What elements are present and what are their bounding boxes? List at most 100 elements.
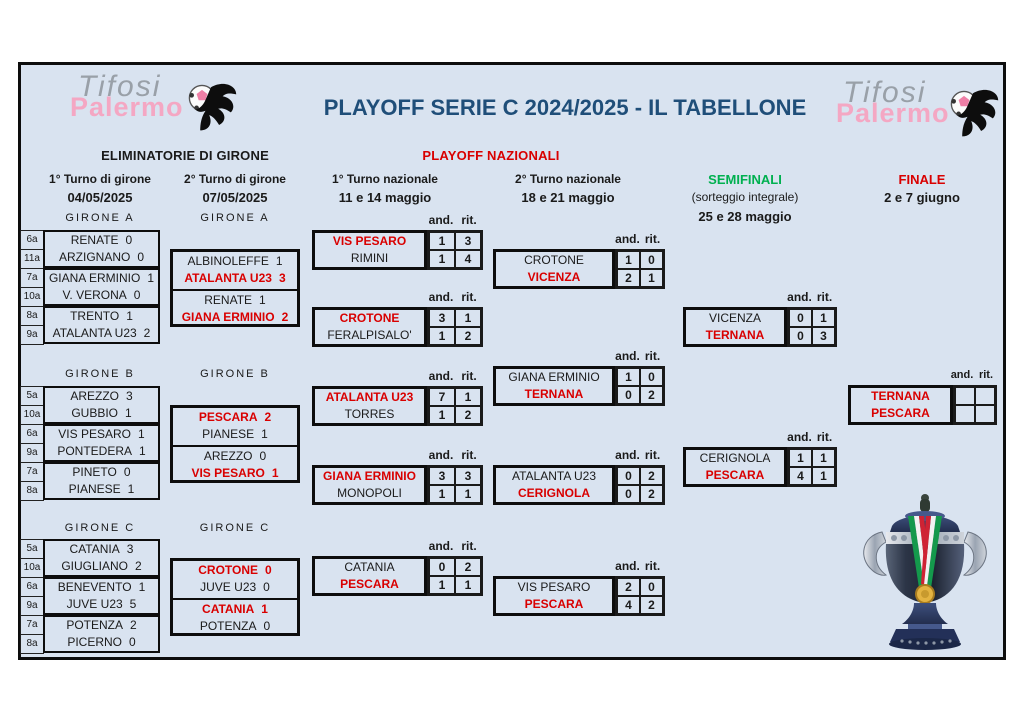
seed-label: 7a	[20, 615, 44, 635]
score-cell: 1	[429, 485, 455, 503]
team-row: GUBBIO 1	[45, 405, 158, 422]
score-cell: 1	[455, 388, 481, 406]
team-score: 0	[125, 233, 133, 247]
seed-label: 11a	[20, 249, 44, 269]
seed-label: 10a	[20, 558, 44, 578]
team-row: TERNANA	[524, 387, 584, 401]
team-score: 0	[129, 635, 136, 649]
team-row: GIANA ERMINIO	[323, 469, 416, 483]
andata-label: and.	[615, 448, 640, 462]
girone-a-turn1-match-1: RENATE 0 ARZIGNANO 0	[43, 230, 160, 268]
girone-a-turn1-match-3: TRENTO 1 ATALANTA U23 2	[43, 306, 160, 344]
team-name: RENATE	[204, 293, 253, 307]
score-cols-header: and. rit.	[427, 448, 483, 462]
score-cols-header: and. rit.	[427, 539, 483, 553]
team-name: PONTEDERA	[57, 444, 132, 458]
score-cell: 3	[455, 467, 481, 485]
score-cell: 1	[455, 309, 481, 327]
andata-label: and.	[428, 369, 454, 383]
team-score: 5	[129, 597, 137, 611]
score-cols-header: and. rit.	[427, 213, 483, 227]
seed-label: 8a	[20, 634, 44, 654]
team-score: 1	[259, 293, 266, 307]
ritorno-label: rit.	[461, 369, 477, 383]
team-row: ALBINOLEFFE 1	[173, 253, 297, 270]
team-name: VIS PESARO	[58, 427, 131, 441]
team-score: 3	[126, 542, 134, 556]
score-cell: 2	[640, 467, 663, 485]
team-name: PESCARA	[198, 410, 258, 424]
score-cell: 0	[617, 386, 640, 404]
naz1-match-2: CROTONE FERALPISALO'	[312, 307, 427, 347]
team-name: JUVE U23	[66, 597, 123, 611]
team-score: 1	[139, 444, 146, 458]
girone-c-label-turn1: GIRONE C	[64, 522, 136, 534]
col-header-turno2-girone: 2° Turno di girone	[184, 172, 286, 186]
team-name: V. VERONA	[62, 288, 127, 302]
team-score: 3	[125, 389, 133, 403]
seed-label: 5a	[20, 386, 44, 406]
score-cell: 1	[640, 269, 663, 287]
team-row: V. VERONA 0	[45, 287, 158, 304]
team-row: JUVE U23 5	[45, 596, 158, 613]
team-name: AREZZO	[70, 389, 119, 403]
girone-c-label-turn2: GIRONE C	[199, 522, 271, 534]
team-name: CATANIA	[69, 542, 120, 556]
team-name: CATANIA	[202, 602, 255, 616]
score-cols-header: and. rit.	[615, 232, 665, 246]
team-name: ATALANTA U23	[52, 326, 137, 340]
team-score: 2	[135, 559, 142, 573]
team-row: PONTEDERA 1	[45, 443, 158, 460]
col-date-semifinali: 25 e 28 maggio	[698, 209, 792, 224]
col-date-turno1-nazionale: 11 e 14 maggio	[338, 190, 432, 205]
col-date-turno2-girone: 07/05/2025	[202, 190, 268, 205]
girone-a-label-turn1: GIRONE A	[65, 212, 135, 224]
team-row: AREZZO 0	[173, 448, 297, 465]
team-score: 1	[275, 254, 283, 268]
andata-label: and.	[428, 290, 454, 304]
col-date-turno2-nazionale: 18 e 21 maggio	[521, 190, 615, 205]
seed-label: 6a	[20, 424, 44, 444]
team-row: JUVE U23 0	[173, 579, 297, 596]
girone-c-turn2-match-2: CATANIA 1 POTENZA 0	[173, 600, 297, 635]
team-row: VICENZA	[708, 311, 761, 325]
girone-c-turn1-match-1: CATANIA 3 GIUGLIANO 2	[43, 539, 160, 577]
trophy-image	[856, 492, 994, 656]
girone-b-label-turn1: GIRONE B	[65, 368, 135, 380]
team-score: 0	[133, 288, 141, 302]
naz2-match-1: CROTONE VICENZA	[493, 249, 615, 289]
naz1-match-1: VIS PESARO RIMINI	[312, 230, 427, 270]
score-cell	[975, 405, 995, 423]
logo-palermo-text-right: Palermo	[836, 98, 950, 128]
team-row: CATANIA 1	[173, 601, 297, 618]
team-name: PIANESE	[202, 427, 255, 441]
finale-match: TERNANA PESCARA	[848, 385, 953, 425]
team-row: CATANIA	[344, 560, 395, 574]
team-row: ATALANTA U23 3	[173, 270, 297, 287]
semifinale-2: CERIGNOLA PESCARA	[683, 447, 787, 487]
score-cell: 1	[812, 309, 835, 327]
girone-b-label-turn2: GIRONE B	[200, 368, 270, 380]
andata-label: and.	[787, 290, 812, 304]
andata-label: and.	[428, 448, 454, 462]
team-row: TERNANA	[871, 389, 930, 403]
team-row: VICENZA	[527, 270, 581, 284]
team-row: CATANIA 3	[45, 541, 158, 558]
score-cell: 4	[455, 250, 481, 268]
score-cell: 2	[640, 386, 663, 404]
team-score: 2	[264, 410, 272, 424]
team-row: PIANESE 1	[45, 481, 158, 498]
team-row: VIS PESARO 1	[173, 465, 297, 482]
team-row: CERIGNOLA	[699, 451, 771, 465]
section-eliminatorie-header: ELIMINATORIE DI GIRONE	[101, 148, 269, 163]
eagle-ball-logo-icon	[946, 86, 1000, 140]
team-row: GIANA ERMINIO 1	[45, 270, 158, 287]
seed-label: 10a	[20, 405, 44, 425]
team-name: GIANA ERMINIO	[48, 271, 141, 285]
ritorno-label: rit.	[461, 539, 477, 553]
